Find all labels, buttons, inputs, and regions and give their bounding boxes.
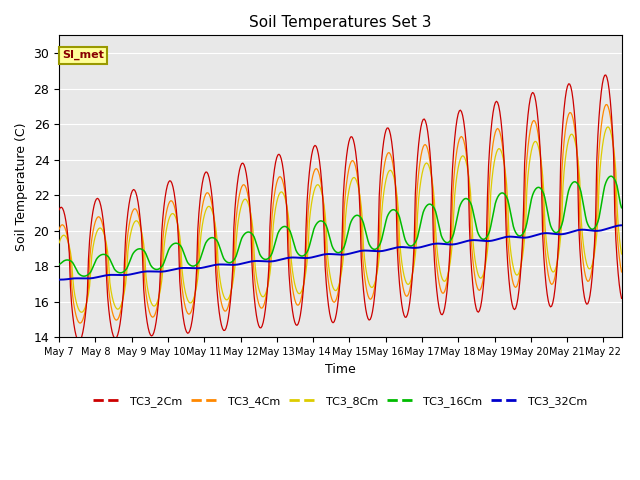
Text: SI_met: SI_met — [62, 50, 104, 60]
Legend: TC3_2Cm, TC3_4Cm, TC3_8Cm, TC3_16Cm, TC3_32Cm: TC3_2Cm, TC3_4Cm, TC3_8Cm, TC3_16Cm, TC3… — [89, 391, 592, 411]
Title: Soil Temperatures Set 3: Soil Temperatures Set 3 — [249, 15, 431, 30]
Y-axis label: Soil Temperature (C): Soil Temperature (C) — [15, 122, 28, 251]
X-axis label: Time: Time — [325, 362, 356, 375]
